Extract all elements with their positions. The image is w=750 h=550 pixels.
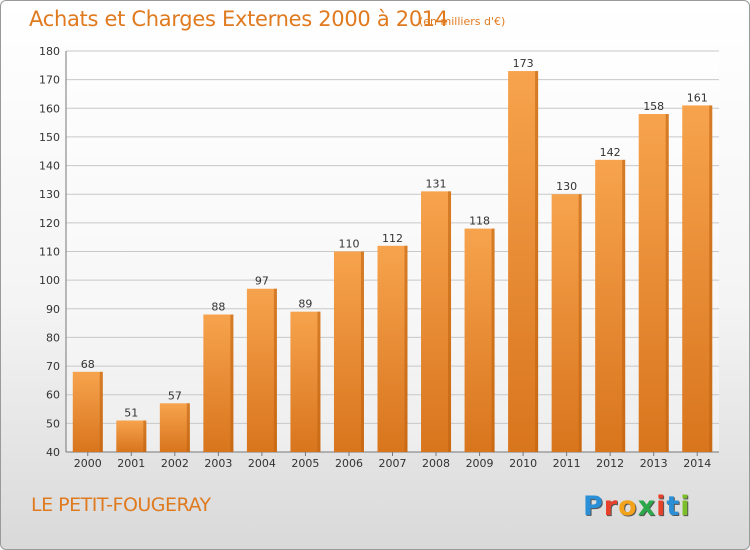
bar: [246, 288, 277, 452]
bar-shade: [317, 311, 321, 452]
bar: [333, 251, 364, 452]
y-tick-label: 40: [46, 446, 60, 459]
bar-shade: [578, 194, 582, 452]
data-label: 118: [469, 215, 490, 228]
bar: [638, 114, 669, 452]
x-tick-label: 2002: [161, 457, 189, 470]
data-label: 97: [255, 275, 269, 288]
data-label: 158: [643, 100, 664, 113]
bar-shade: [186, 403, 190, 452]
y-tick-label: 110: [39, 246, 60, 259]
bar-shade: [99, 371, 103, 452]
x-tick-label: 2013: [640, 457, 668, 470]
bar: [72, 371, 103, 452]
bar-shade: [230, 314, 234, 452]
data-label: 89: [298, 298, 312, 311]
bar: [464, 228, 495, 452]
data-label: 51: [124, 406, 138, 419]
bar-shade: [448, 191, 452, 452]
y-tick-label: 70: [46, 360, 60, 373]
place-name: LE PETIT-FOUGERAY: [31, 494, 211, 516]
bar: [508, 71, 539, 453]
x-tick-label: 2007: [379, 457, 407, 470]
bar: [116, 420, 147, 452]
y-tick-label: 160: [39, 102, 60, 115]
brand-letter: i: [656, 491, 667, 522]
brand-letter: o: [618, 491, 638, 522]
bar: [682, 105, 713, 453]
brand-letter: t: [666, 491, 681, 522]
data-label: 173: [513, 57, 534, 70]
x-tick-label: 2004: [248, 457, 276, 470]
x-tick-label: 2010: [509, 457, 537, 470]
y-tick-label: 60: [46, 389, 60, 402]
x-tick-label: 2014: [683, 457, 711, 470]
y-tick-label: 150: [39, 131, 60, 144]
data-label: 130: [556, 180, 577, 193]
bar-shade: [491, 228, 495, 452]
data-label: 161: [687, 91, 708, 104]
data-label: 68: [81, 358, 95, 371]
y-tick-label: 80: [46, 331, 60, 344]
bar-shade: [665, 114, 669, 452]
bar: [203, 314, 234, 452]
brand-letter: x: [637, 491, 657, 522]
bar-shade: [404, 245, 408, 452]
x-tick-label: 2009: [466, 457, 494, 470]
x-tick-label: 2000: [74, 457, 102, 470]
data-label: 112: [382, 232, 403, 245]
data-label: 142: [600, 146, 621, 159]
x-tick-label: 2012: [596, 457, 624, 470]
y-tick-label: 120: [39, 217, 60, 230]
x-tick-label: 2001: [117, 457, 145, 470]
bar: [421, 191, 452, 452]
brand-letter: r: [603, 491, 619, 522]
bar: [159, 403, 190, 452]
bar: [377, 245, 408, 452]
x-tick-label: 2003: [204, 457, 232, 470]
chart-unit: (en milliers d'€): [419, 15, 506, 28]
data-label: 131: [426, 177, 447, 190]
bar-shade: [709, 105, 713, 453]
y-tick-label: 90: [46, 303, 60, 316]
bar: [290, 311, 321, 452]
data-label: 110: [338, 238, 359, 251]
bar-shade: [273, 288, 277, 452]
x-tick-label: 2005: [291, 457, 319, 470]
x-tick-label: 2006: [335, 457, 363, 470]
bar-shade: [622, 159, 626, 453]
data-label: 88: [211, 301, 225, 314]
y-tick-label: 180: [39, 45, 60, 58]
x-tick-label: 2011: [553, 457, 581, 470]
bar-shade: [143, 420, 147, 452]
y-tick-label: 170: [39, 74, 60, 87]
bar-shade: [360, 251, 364, 452]
brand-logo: Proxiti: [583, 491, 691, 522]
y-tick-label: 100: [39, 274, 60, 287]
bar-shade: [535, 71, 539, 453]
x-tick-label: 2008: [422, 457, 450, 470]
y-tick-label: 130: [39, 188, 60, 201]
y-tick-label: 50: [46, 417, 60, 430]
data-label: 57: [168, 389, 182, 402]
chart-title: Achats et Charges Externes 2000 à 2014: [29, 7, 449, 31]
bar: [551, 194, 582, 452]
y-tick-label: 140: [39, 160, 60, 173]
brand-letter: P: [583, 491, 604, 522]
bar: [595, 159, 626, 453]
brand-letter: i: [680, 491, 691, 522]
